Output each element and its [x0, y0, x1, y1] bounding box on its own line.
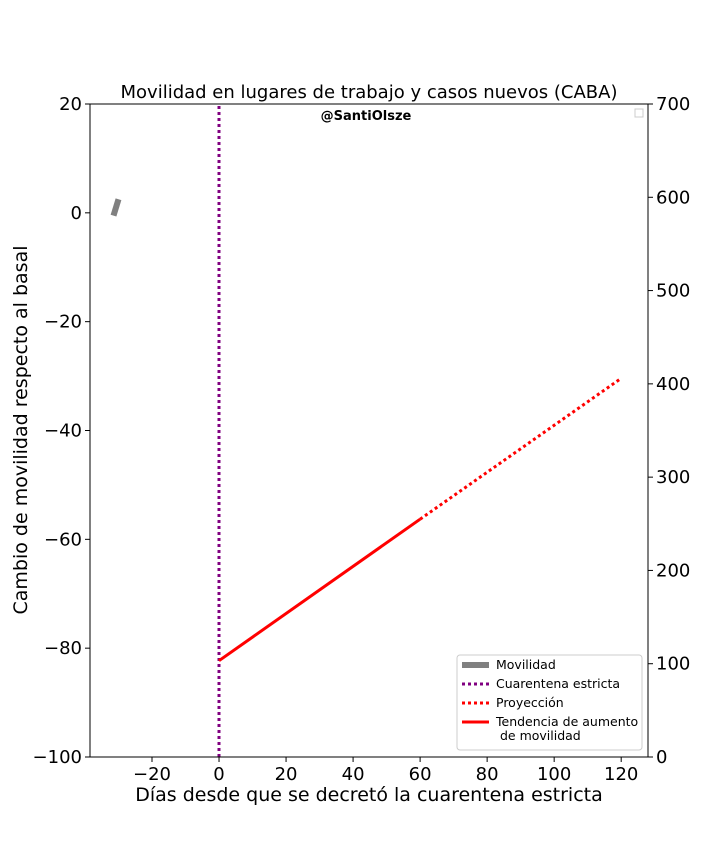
x-tick-label: 0 — [213, 764, 224, 785]
plot-marks — [110, 104, 623, 757]
legend-label-2: Proyección — [496, 695, 564, 710]
y2-tick-label: 200 — [656, 560, 690, 581]
y2-tick-label: 700 — [656, 94, 690, 115]
y2-tick-label: 400 — [656, 374, 690, 395]
legend-label-1: Cuarentena estricta — [496, 676, 620, 691]
legend-label-3: Tendencia de aumento de movilidad — [495, 714, 638, 743]
legend: Movilidad Cuarentena estricta Proyección Te… — [456, 654, 643, 751]
y-tick-label: −100 — [33, 747, 82, 768]
y2-tick-label: 100 — [656, 654, 690, 675]
y-tick-label: −40 — [44, 421, 82, 442]
series-line-2 — [419, 377, 623, 521]
y2-tick-label: 500 — [656, 281, 690, 302]
y2-tick-label: 300 — [656, 467, 690, 488]
x-tick-label: 40 — [342, 764, 365, 785]
y2-tick-label: 0 — [656, 747, 667, 768]
legend-label-0: Movilidad — [496, 657, 556, 672]
empty-legend-box — [634, 108, 644, 118]
y-tick-label: −80 — [44, 638, 82, 659]
y-tick-label: 20 — [59, 94, 82, 115]
y-tick-label: −60 — [44, 529, 82, 550]
y-tick-label: −20 — [44, 312, 82, 333]
x-tick-label: 80 — [476, 764, 499, 785]
y-axis-label: Cambio de movilidad respecto al basal — [10, 245, 32, 614]
x-axis-label: Días desde que se decretó la cuarentena … — [135, 784, 603, 806]
credit-label: @SantiOlsze — [321, 109, 412, 124]
x-tick-label: 100 — [537, 764, 571, 785]
legend-box — [456, 654, 643, 751]
y-tick-label: 0 — [71, 203, 82, 224]
x-tick-label: −20 — [133, 764, 171, 785]
plot-frame — [89, 103, 649, 758]
chart-title: Movilidad en lugares de trabajo y casos … — [121, 82, 618, 103]
series-line-0 — [110, 198, 122, 217]
y2-tick-label: 600 — [656, 187, 690, 208]
x-tick-label: 120 — [604, 764, 638, 785]
x-tick-label: 20 — [275, 764, 298, 785]
series-line-3 — [218, 517, 421, 662]
axis-ticks: −20 0 20 40 60 80 100 120−100−80−60−40−20020010… — [33, 94, 691, 785]
x-tick-label: 60 — [409, 764, 432, 785]
